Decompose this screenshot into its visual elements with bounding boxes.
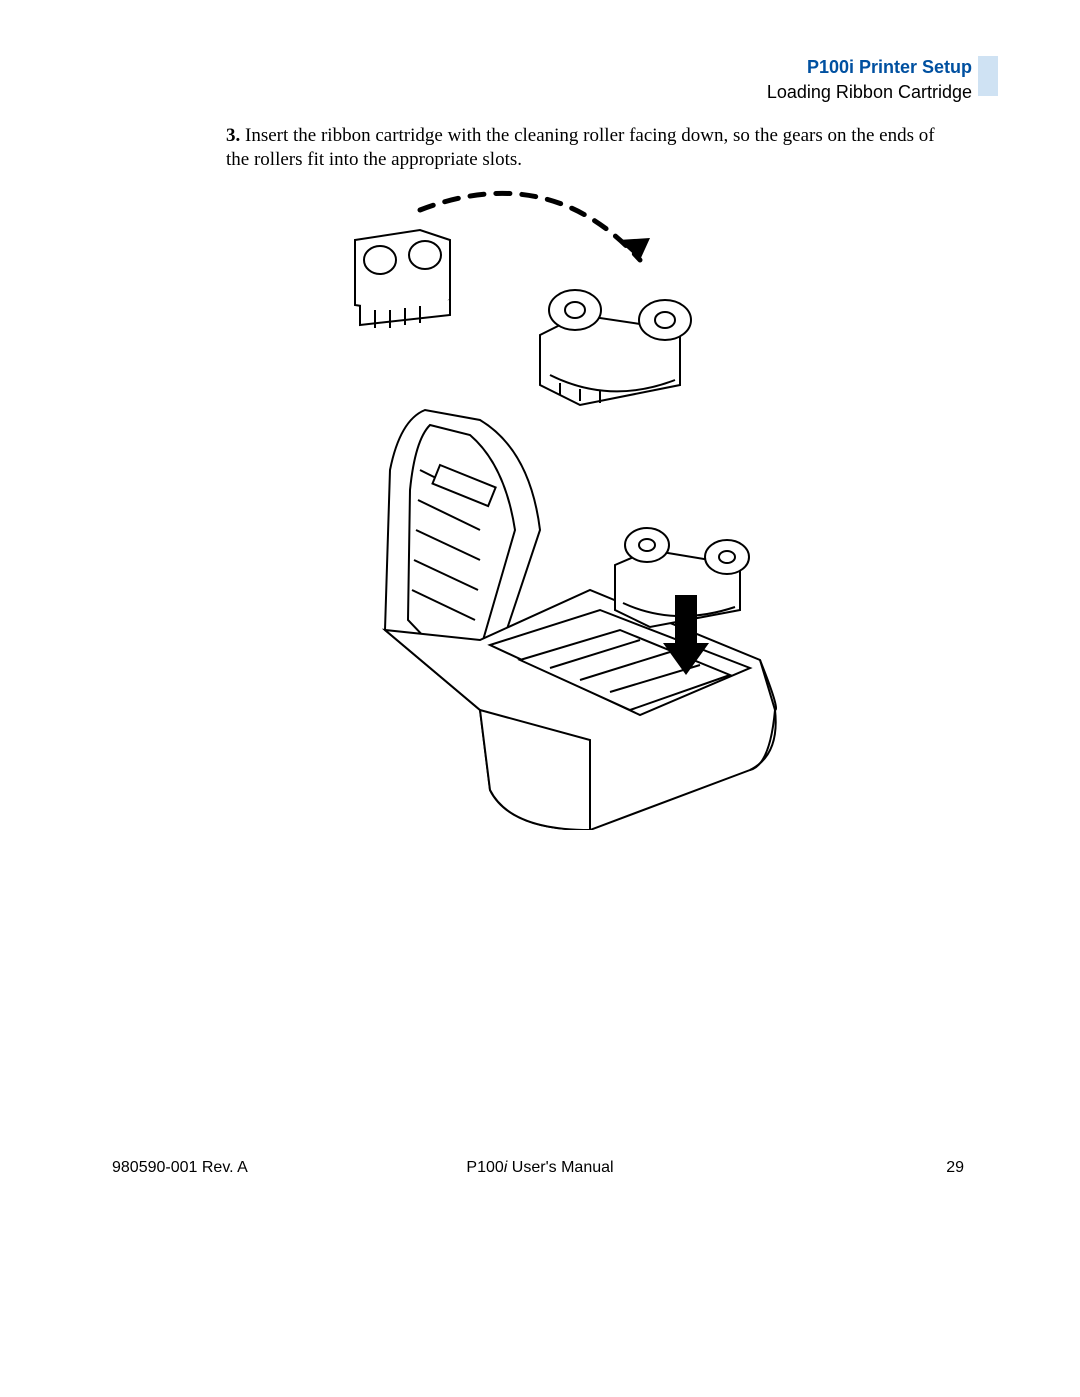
step-text: Insert the ribbon cartridge with the cle… [226,125,935,170]
page-footer: 980590-001 Rev. A P100i User's Manual 29 [0,1159,1080,1183]
page-header: P100i Printer Setup Loading Ribbon Cartr… [767,56,972,105]
footer-manual-title: P100i User's Manual [0,1159,1080,1177]
header-title: P100i Printer Setup [767,56,972,79]
footer-center-prefix: P100 [466,1159,503,1176]
ribbon-cartridge-illustration [300,180,800,830]
header-subtitle: Loading Ribbon Cartridge [767,81,972,104]
step-number: 3. [226,125,240,146]
footer-center-suffix: User's Manual [507,1159,613,1176]
footer-pagenum: 29 [946,1159,964,1177]
header-accent-square [978,56,998,96]
instruction-step: 3. Insert the ribbon cartridge with the … [226,124,950,172]
